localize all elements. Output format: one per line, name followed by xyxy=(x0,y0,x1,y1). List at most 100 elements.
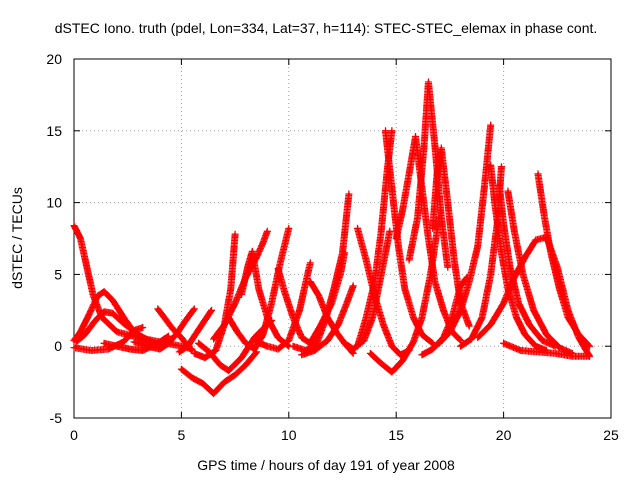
data-point xyxy=(193,334,196,338)
data-point xyxy=(229,287,233,290)
data-point xyxy=(536,172,540,176)
data-point xyxy=(261,241,265,245)
data-point xyxy=(332,287,336,290)
series-pass-19 xyxy=(306,278,357,357)
x-tick-label: 20 xyxy=(496,427,512,443)
data-point xyxy=(508,266,512,269)
data-point xyxy=(468,324,471,328)
data-point xyxy=(128,347,132,351)
data-point xyxy=(433,143,437,147)
data-point xyxy=(227,316,230,319)
data-point xyxy=(500,165,503,168)
data-point xyxy=(236,330,239,334)
data-point xyxy=(300,336,303,339)
data-point xyxy=(96,294,99,298)
data-point xyxy=(502,301,505,305)
data-point xyxy=(223,380,226,384)
data-point xyxy=(102,290,106,293)
data-point xyxy=(397,244,400,247)
data-point xyxy=(218,363,222,367)
data-point xyxy=(326,339,329,342)
data-point xyxy=(502,222,505,226)
data-point xyxy=(115,345,119,348)
data-point xyxy=(390,129,394,132)
data-point xyxy=(341,251,344,255)
data-point xyxy=(190,349,194,352)
data-point xyxy=(240,356,243,359)
data-point xyxy=(395,237,398,240)
data-point xyxy=(459,309,462,312)
series-pass-36 xyxy=(500,339,593,360)
data-point xyxy=(132,329,136,332)
data-point xyxy=(193,352,196,355)
data-point xyxy=(388,230,391,233)
data-point xyxy=(156,307,159,311)
data-point xyxy=(379,362,383,365)
data-point xyxy=(233,373,237,377)
data-point xyxy=(489,164,492,167)
data-point xyxy=(251,250,254,253)
data-point xyxy=(506,189,510,193)
data-point xyxy=(440,146,443,150)
axis-ticks: 0 5 10 15 20 25 -5 0 5 10 15 20 xyxy=(46,51,619,443)
data-point xyxy=(223,323,226,326)
data-point xyxy=(79,330,82,334)
data-point xyxy=(523,255,527,259)
data-point xyxy=(422,143,426,147)
data-point xyxy=(326,316,329,319)
data-point xyxy=(291,316,295,319)
data-point xyxy=(566,309,570,312)
data-point xyxy=(309,280,312,283)
data-point xyxy=(158,347,162,351)
data-point xyxy=(545,235,548,239)
data-point xyxy=(141,326,144,329)
data-point xyxy=(345,301,348,305)
data-point xyxy=(371,316,374,319)
data-point xyxy=(287,339,290,342)
data-point xyxy=(233,232,237,236)
series-pass-13 xyxy=(225,224,293,353)
series-pass-14 xyxy=(238,247,293,350)
data-point xyxy=(107,347,110,351)
data-point xyxy=(401,359,404,362)
data-point xyxy=(440,215,443,219)
data-point xyxy=(382,323,385,326)
data-point xyxy=(122,340,125,344)
data-point xyxy=(541,339,544,342)
data-point xyxy=(513,276,516,279)
data-point xyxy=(72,224,76,227)
data-point xyxy=(577,336,580,339)
data-point xyxy=(163,316,166,319)
data-point xyxy=(532,309,535,312)
data-point xyxy=(390,345,394,348)
data-point xyxy=(558,346,561,349)
data-point xyxy=(279,261,282,265)
data-point xyxy=(437,342,441,345)
data-point xyxy=(102,310,106,313)
data-point xyxy=(85,266,89,269)
data-point xyxy=(571,355,574,358)
data-point xyxy=(427,237,430,240)
data-point xyxy=(401,208,404,211)
data-point xyxy=(446,201,449,204)
data-point xyxy=(89,349,93,352)
data-point xyxy=(178,350,181,354)
chart-title: dSTEC Iono. truth (pdel, Lon=334, Lat=37… xyxy=(55,20,598,36)
data-point xyxy=(352,352,355,355)
data-point xyxy=(517,301,520,305)
data-point xyxy=(337,323,340,326)
data-point xyxy=(244,342,248,345)
data-point xyxy=(255,350,258,354)
series-pass-18 xyxy=(298,282,357,359)
data-point xyxy=(313,349,316,352)
data-point xyxy=(377,284,381,288)
data-point xyxy=(536,350,540,354)
data-point xyxy=(193,307,196,311)
data-point xyxy=(201,382,205,385)
data-point xyxy=(403,287,406,290)
data-point xyxy=(240,293,243,296)
x-tick-label: 5 xyxy=(178,427,186,443)
data-point xyxy=(115,330,119,334)
data-point xyxy=(276,347,280,351)
data-point xyxy=(416,215,419,219)
